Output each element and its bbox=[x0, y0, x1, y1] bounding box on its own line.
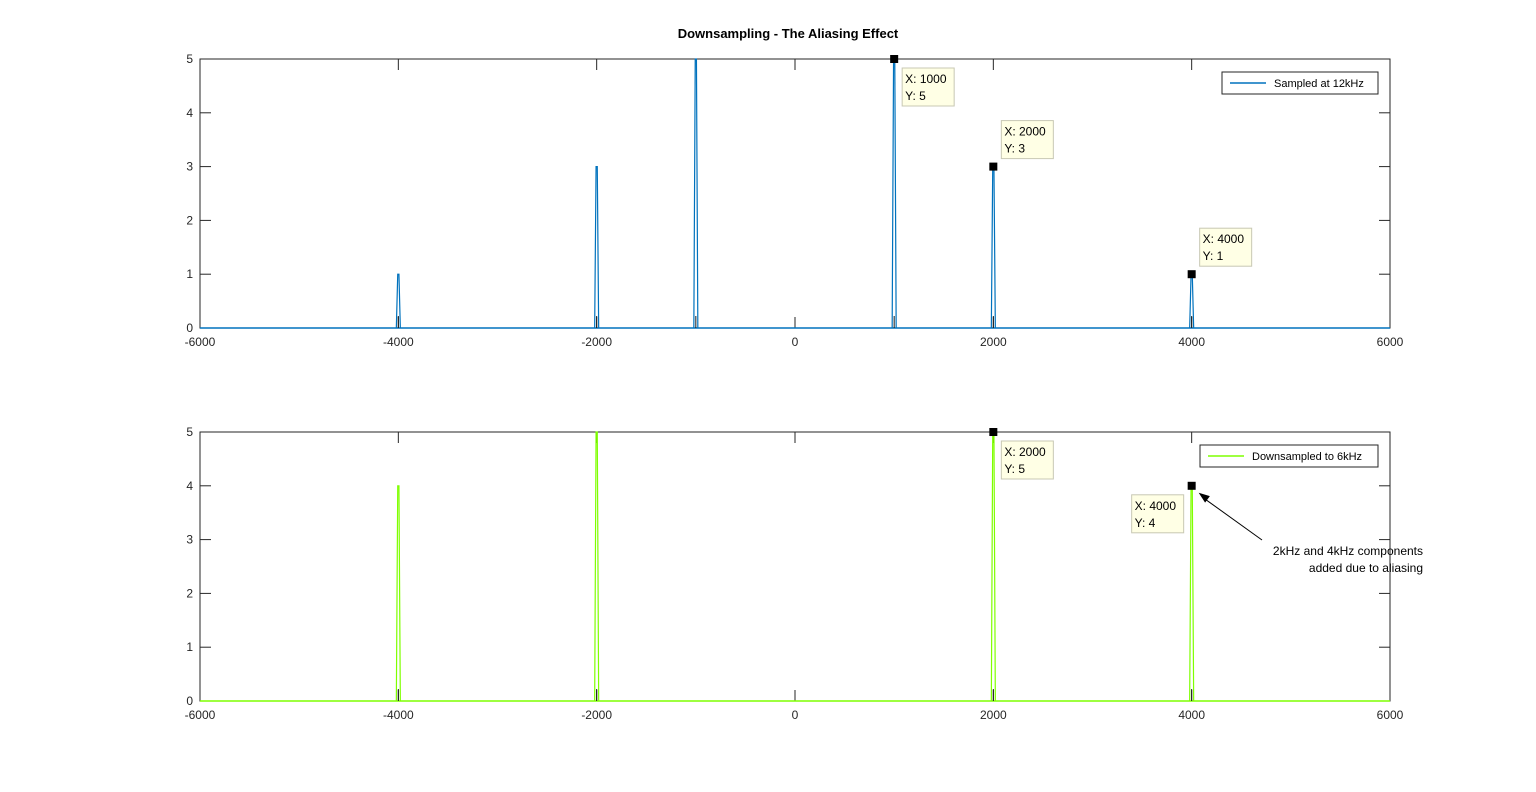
x-tick-label: -6000 bbox=[185, 335, 216, 349]
x-tick-label: 4000 bbox=[1178, 708, 1205, 722]
series-peak bbox=[594, 166, 600, 329]
x-tick-label: -2000 bbox=[581, 335, 612, 349]
datatip-x-label: X: 4000 bbox=[1135, 499, 1177, 513]
annotation-text: added due to aliasing bbox=[1309, 561, 1423, 575]
bottom-axes: -6000 -4000 -2000 0 2000 4000 6000 0 1 2 3 4 5 Downsa… bbox=[185, 425, 1423, 722]
datatip-y-label: Y: 3 bbox=[1004, 142, 1025, 156]
datatip-y-label: Y: 5 bbox=[1004, 462, 1025, 476]
legend-label: Sampled at 12kHz bbox=[1274, 78, 1364, 90]
figure-title: Downsampling - The Aliasing Effect bbox=[678, 26, 899, 41]
datatip-marker bbox=[989, 428, 998, 436]
datatip-marker bbox=[989, 162, 998, 171]
datatip-box bbox=[1000, 440, 1054, 480]
datatip-x-label: X: 1000 bbox=[905, 72, 947, 86]
x-tick-label: 4000 bbox=[1178, 335, 1205, 349]
y-tick-label: 4 bbox=[186, 479, 193, 493]
series-peak bbox=[395, 273, 401, 329]
x-tick-label: 0 bbox=[792, 335, 799, 349]
y-tick-label: 0 bbox=[186, 694, 193, 708]
legend-label: Downsampled to 6kHz bbox=[1252, 451, 1362, 463]
datatip-box bbox=[901, 67, 955, 107]
series-peak bbox=[693, 58, 699, 329]
x-tick-label: 2000 bbox=[980, 335, 1007, 349]
x-tick-label: -4000 bbox=[383, 708, 414, 722]
y-tick-label: 3 bbox=[186, 160, 193, 174]
datatip-box bbox=[1199, 227, 1253, 267]
axes-box bbox=[199, 431, 1391, 702]
x-tick-label: -4000 bbox=[383, 335, 414, 349]
x-tick-label: 0 bbox=[792, 708, 799, 722]
y-tick-label: 2 bbox=[186, 213, 193, 227]
series-peak bbox=[594, 431, 600, 702]
datatip-box bbox=[1131, 494, 1185, 534]
datatip-y-label: Y: 5 bbox=[905, 89, 926, 103]
y-tick-label: 5 bbox=[186, 52, 193, 66]
annotation-arrow-line bbox=[1204, 498, 1263, 541]
x-tick-label: 6000 bbox=[1377, 708, 1404, 722]
legend-box bbox=[1221, 71, 1379, 95]
datatip-x-label: X: 2000 bbox=[1004, 445, 1046, 459]
y-tick-label: 1 bbox=[186, 640, 193, 654]
y-tick-label: 5 bbox=[186, 425, 193, 439]
datatip-x-label: X: 2000 bbox=[1004, 125, 1046, 139]
axes-box bbox=[199, 58, 1391, 329]
y-tick-label: 3 bbox=[186, 533, 193, 547]
datatip-x-label: X: 4000 bbox=[1203, 232, 1245, 246]
datatip-y-label: Y: 1 bbox=[1203, 249, 1224, 263]
annotation-text: 2kHz and 4kHz components bbox=[1273, 544, 1423, 558]
legend-box bbox=[1199, 444, 1379, 468]
datatip-y-label: Y: 4 bbox=[1135, 516, 1156, 530]
datatip-marker bbox=[1187, 481, 1196, 490]
top-axes: -6000 -4000 -2000 0 2000 4000 6000 0 1 2 3 4 5 Sample… bbox=[185, 52, 1404, 349]
series-peak bbox=[395, 485, 401, 702]
y-tick-label: 1 bbox=[186, 267, 193, 281]
x-tick-label: 2000 bbox=[980, 708, 1007, 722]
x-tick-label: -6000 bbox=[185, 708, 216, 722]
y-tick-label: 0 bbox=[186, 321, 193, 335]
datatip-box bbox=[1000, 120, 1054, 160]
y-tick-label: 4 bbox=[186, 106, 193, 120]
y-tick-label: 2 bbox=[186, 586, 193, 600]
x-tick-label: 6000 bbox=[1377, 335, 1404, 349]
datatip-marker bbox=[1187, 270, 1196, 279]
datatip-marker bbox=[890, 55, 899, 63]
x-tick-label: -2000 bbox=[581, 708, 612, 722]
annotation-arrow-head bbox=[1198, 492, 1210, 503]
